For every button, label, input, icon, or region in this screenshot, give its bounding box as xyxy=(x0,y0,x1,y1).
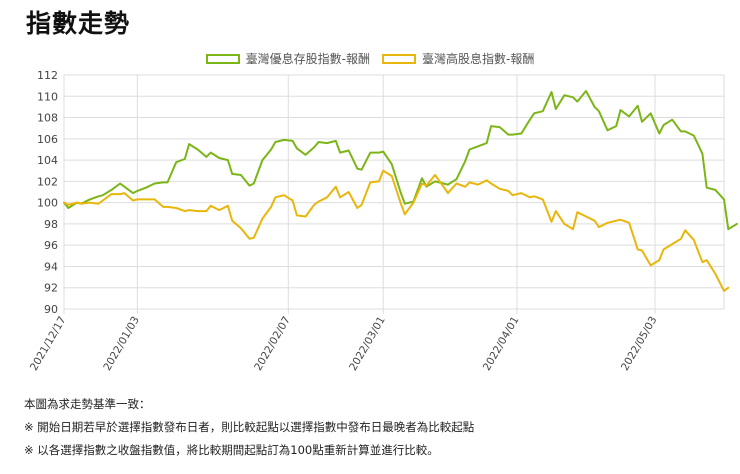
legend-item-series-2[interactable]: 臺灣高股息指數-報酬 xyxy=(382,50,534,67)
y-tick-label: 102 xyxy=(37,175,58,188)
x-tick-label: 2022/02/07 xyxy=(252,315,293,373)
y-tick-label: 112 xyxy=(37,69,58,82)
legend-swatch-series-1 xyxy=(205,53,240,64)
y-tick-label: 98 xyxy=(44,218,58,231)
legend-item-series-1[interactable]: 臺灣優息存股指數-報酬 xyxy=(205,50,370,67)
y-tick-label: 100 xyxy=(37,197,58,210)
y-tick-label: 110 xyxy=(37,90,58,103)
chart-notes: 本圖為求走勢基準一致： ※ 開始日期若早於選擇指數發布日者，則比較起點以選擇指數… xyxy=(24,393,474,462)
page-title: 指數走勢 xyxy=(26,9,131,38)
series-line-2 xyxy=(63,169,730,292)
legend-label-series-2: 臺灣高股息指數-報酬 xyxy=(422,52,535,66)
x-tick-label: 2022/01/03 xyxy=(101,315,142,373)
note-line-1: 本圖為求走勢基準一致： xyxy=(24,397,151,411)
note-line-3: ※ 以各選擇指數之收盤指數值，將比較期間起點訂為100點重新計算並進行比較。 xyxy=(24,443,439,457)
y-tick-label: 108 xyxy=(37,112,58,125)
x-tick-label: 2022/05/03 xyxy=(619,315,660,373)
legend-label-series-1: 臺灣優息存股指數-報酬 xyxy=(245,52,370,66)
y-tick-label: 92 xyxy=(44,282,58,295)
note-line-2: ※ 開始日期若早於選擇指數發布日者，則比較起點以選擇指數中發布日最晚者為比較起點 xyxy=(24,420,475,434)
legend-swatch-series-2 xyxy=(382,53,416,64)
y-tick-label: 90 xyxy=(44,303,58,316)
series-line-1 xyxy=(63,90,738,231)
y-tick-label: 104 xyxy=(37,154,58,167)
chart-legend: 臺灣優息存股指數-報酬 臺灣高股息指數-報酬 xyxy=(0,50,740,67)
x-tick-label: 2022/04/01 xyxy=(481,315,522,373)
y-tick-label: 94 xyxy=(44,260,58,273)
y-tick-label: 106 xyxy=(37,133,58,146)
x-tick-label: 2021/12/17 xyxy=(28,315,69,373)
line-chart: 90 92 94 96 98 100 102 104 106 108 110 112 2021/12/1… xyxy=(28,69,738,373)
x-tick-label: 2022/03/01 xyxy=(347,315,388,373)
y-tick-label: 96 xyxy=(44,239,58,252)
